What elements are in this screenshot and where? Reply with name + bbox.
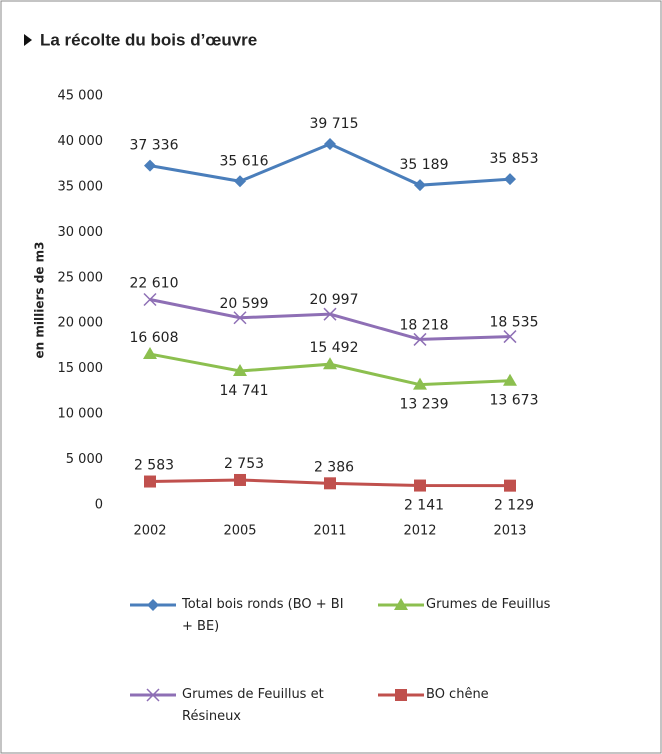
x-tick-label: 2011 [313, 524, 346, 539]
data-label: 14 741 [220, 383, 269, 399]
marker [503, 330, 517, 344]
data-label: 39 715 [310, 116, 359, 132]
y-tick-label: 15 000 [58, 361, 104, 376]
marker [324, 477, 336, 490]
marker [413, 377, 427, 390]
marker [144, 159, 156, 172]
marker [413, 332, 427, 346]
marker [323, 357, 337, 370]
data-label: 20 599 [220, 296, 269, 312]
legend-marker [394, 598, 408, 610]
x-tick-label: 2013 [493, 524, 526, 539]
data-label: 18 218 [400, 317, 449, 333]
data-label: 13 239 [400, 397, 449, 413]
data-label: 35 853 [490, 151, 539, 167]
marker [414, 479, 426, 492]
data-label: 16 608 [130, 330, 179, 346]
legend-marker [147, 599, 159, 611]
data-label: 2 129 [494, 498, 534, 514]
y-tick-label: 25 000 [58, 270, 104, 285]
marker [504, 479, 516, 492]
chart-title: La récolte du bois d’œuvre [40, 30, 257, 49]
marker [414, 179, 426, 192]
data-label: 37 336 [130, 138, 179, 154]
marker [233, 364, 247, 377]
legend-label: BO chêne [426, 687, 489, 702]
legend-label: Total bois ronds (BO + BI + BE) [182, 597, 344, 634]
marker [324, 138, 336, 151]
data-label: 2 386 [314, 459, 354, 475]
data-label: 35 616 [220, 153, 269, 169]
data-label: 22 610 [130, 276, 179, 292]
data-label: 13 673 [490, 393, 539, 409]
y-tick-label: 5 000 [66, 452, 103, 467]
x-tick-label: 2005 [223, 524, 256, 539]
data-label: 20 997 [310, 292, 359, 308]
y-axis-label: en milliers de m3 [33, 242, 47, 359]
data-label: 35 189 [400, 157, 449, 173]
y-tick-label: 40 000 [58, 134, 104, 149]
data-label: 15 492 [310, 340, 359, 356]
y-tick-label: 30 000 [58, 225, 104, 240]
marker [234, 175, 246, 188]
data-label: 2 141 [404, 498, 444, 514]
data-label: 2 583 [134, 458, 174, 474]
marker [143, 347, 157, 360]
legend-label: Grumes de Feuillus et Résineux [182, 687, 324, 724]
y-tick-label: 45 000 [58, 89, 104, 104]
marker [234, 473, 246, 486]
y-tick-label: 10 000 [58, 407, 104, 422]
y-tick-label: 35 000 [58, 179, 104, 194]
y-tick-label: 0 [95, 498, 103, 513]
marker [143, 292, 157, 307]
data-label: 18 535 [490, 315, 539, 331]
legend-marker [146, 688, 160, 702]
marker [233, 311, 247, 325]
series-line [149, 142, 511, 187]
x-tick-label: 2012 [403, 524, 436, 539]
y-tick-label: 20 000 [58, 316, 104, 331]
x-tick-label: 2002 [133, 524, 166, 539]
marker [504, 173, 516, 186]
marker [503, 373, 517, 386]
legend-marker [395, 689, 407, 701]
data-label: 2 753 [224, 456, 264, 472]
marker [144, 475, 156, 488]
marker [323, 307, 337, 321]
legend-label: Grumes de Feuillus [426, 597, 551, 612]
title-bullet [24, 34, 32, 46]
